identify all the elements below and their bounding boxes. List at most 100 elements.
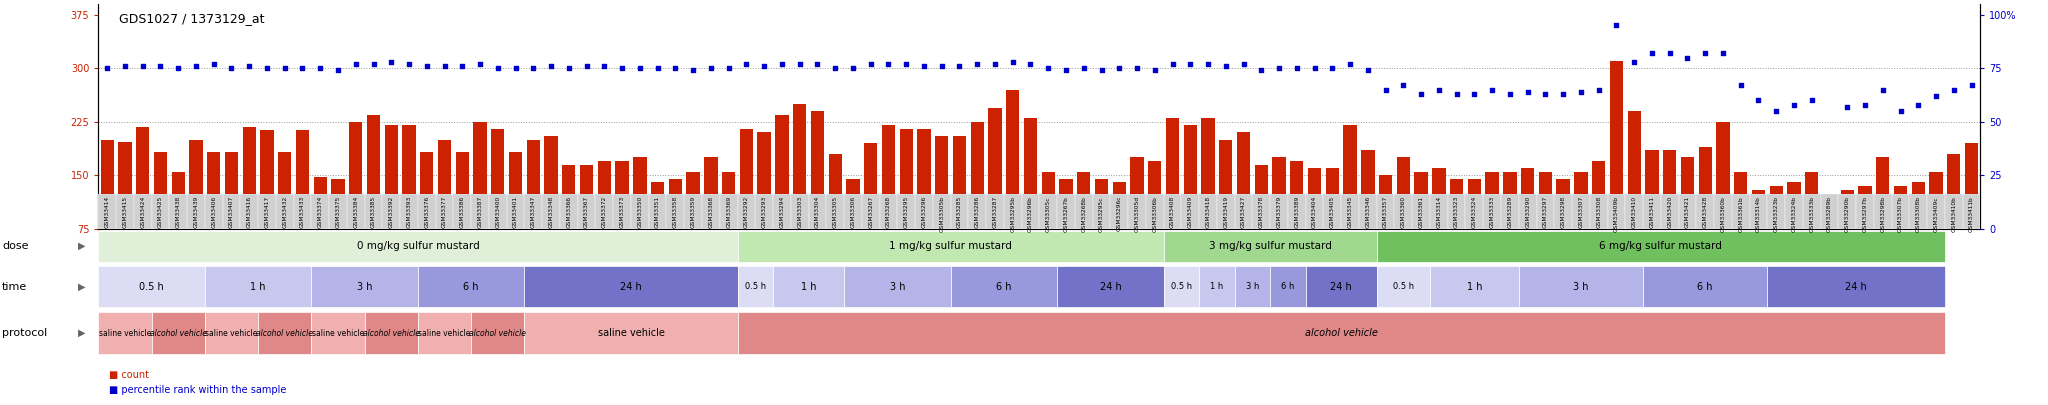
Bar [686,172,700,282]
Bar [1929,172,1944,282]
Bar [1554,194,1573,229]
Point [1866,86,1898,93]
Text: GSM33401: GSM33401 [514,196,518,228]
Point [1671,54,1704,61]
Bar [791,194,809,229]
Bar [1823,257,1837,282]
Bar [1112,182,1126,282]
Text: GSM33295: GSM33295 [903,196,909,228]
Bar [952,136,967,282]
Point [1352,67,1384,74]
Bar [188,140,203,282]
Bar [1751,190,1765,282]
Bar [207,152,221,282]
Text: GSM33432: GSM33432 [283,196,287,228]
Bar [1200,194,1217,229]
Text: GSM33324b: GSM33324b [1792,196,1796,232]
Bar [651,182,664,282]
Bar [186,194,205,229]
Bar [737,230,1163,262]
Bar [1788,182,1800,282]
Bar [985,194,1004,229]
Point [1831,104,1864,110]
Point [109,63,141,69]
Text: saline vehicle: saline vehicle [205,328,258,338]
Bar [1413,194,1430,229]
Point [1333,61,1366,67]
Point [1210,63,1243,69]
Text: GSM33368: GSM33368 [709,196,713,228]
Bar [1911,182,1925,282]
Text: GSM33323: GSM33323 [1454,196,1458,228]
Bar [420,152,434,282]
Text: GSM33369: GSM33369 [727,196,731,228]
Bar [1290,161,1303,282]
Point [553,65,586,72]
Text: 3 h: 3 h [1573,281,1589,292]
Bar [1749,194,1767,229]
Point [1227,61,1260,67]
Bar [367,115,381,282]
Bar [580,164,594,282]
Bar [1077,172,1090,282]
Bar [989,107,1001,282]
Bar [135,127,150,282]
Point [1706,50,1739,57]
Text: GSM33361: GSM33361 [1419,196,1423,228]
Bar [295,130,309,282]
Bar [1696,194,1714,229]
Bar [1448,194,1466,229]
Text: GSM33308b: GSM33308b [1915,196,1921,232]
Text: GSM33296b: GSM33296b [1028,196,1032,232]
Bar [453,194,471,229]
Text: GSM33296: GSM33296 [922,196,926,228]
Bar [1184,126,1196,282]
Text: 24 h: 24 h [1331,281,1352,292]
Bar [1855,194,1874,229]
Point [801,61,834,67]
Bar [897,194,915,229]
Text: 0.5 h: 0.5 h [1171,282,1192,291]
Bar [1343,126,1356,282]
Bar [1182,194,1200,229]
Text: 6 h: 6 h [463,281,479,292]
Point [1174,61,1206,67]
Bar [1130,158,1143,282]
Point [1440,91,1473,97]
Text: GSM33314: GSM33314 [1436,196,1442,228]
Bar [1839,194,1855,229]
Bar [936,136,948,282]
Text: GSM33298: GSM33298 [1561,196,1565,228]
Text: GSM33285: GSM33285 [956,196,963,228]
Bar [117,194,133,229]
Point [1653,50,1686,57]
Bar [293,194,311,229]
Bar [1147,194,1163,229]
Bar [1610,61,1624,282]
Bar [348,122,362,282]
Bar [473,122,487,282]
Bar [1235,266,1270,307]
Point [481,65,514,72]
Bar [242,127,256,282]
Point [995,59,1028,65]
Bar [971,122,983,282]
Text: GSM33360b: GSM33360b [1720,196,1726,232]
Bar [1876,158,1890,282]
Text: ■ percentile rank within the sample: ■ percentile rank within the sample [109,385,287,394]
Point [713,65,745,72]
Point [907,63,940,69]
Point [1423,86,1456,93]
Text: GSM33376: GSM33376 [424,196,430,228]
Point [766,61,799,67]
Text: GSM33306: GSM33306 [850,196,856,228]
Bar [1376,194,1395,229]
Text: GSM33373: GSM33373 [621,196,625,228]
Text: GSM33425: GSM33425 [158,196,164,228]
Text: GSM33361b: GSM33361b [1739,196,1743,232]
Text: GSM33306b: GSM33306b [1153,196,1157,232]
Bar [1858,186,1872,282]
Text: ▶: ▶ [78,241,86,251]
Text: GSM33294: GSM33294 [780,196,784,228]
Bar [1894,186,1907,282]
